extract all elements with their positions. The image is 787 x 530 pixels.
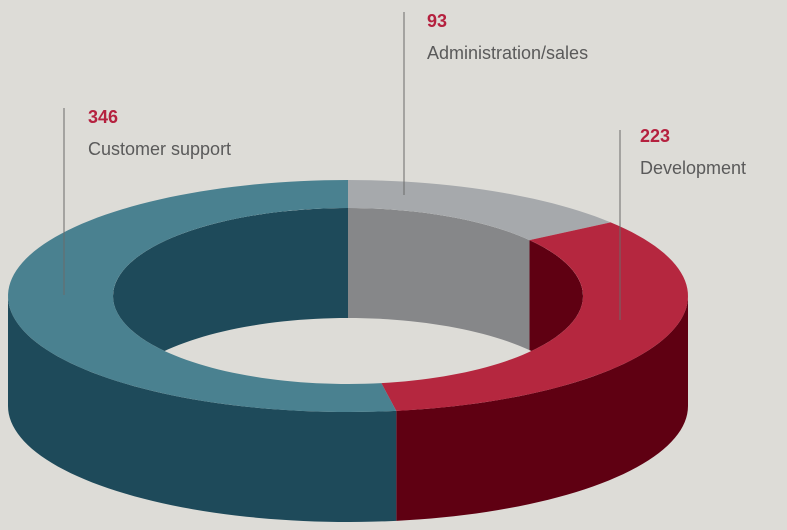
value-label: 346 (88, 107, 118, 127)
category-label: Administration/sales (427, 43, 588, 63)
inner-walls (113, 208, 583, 384)
category-label: Customer support (88, 139, 231, 159)
value-label: 223 (640, 126, 670, 146)
outer-wall (8, 296, 397, 522)
inner-wall (348, 208, 530, 351)
outer-wall (396, 296, 688, 521)
slice (8, 180, 397, 412)
slice (381, 222, 688, 411)
category-label: Development (640, 158, 746, 178)
slice (348, 180, 611, 241)
inner-wall (113, 208, 348, 384)
value-label: 93 (427, 11, 447, 31)
